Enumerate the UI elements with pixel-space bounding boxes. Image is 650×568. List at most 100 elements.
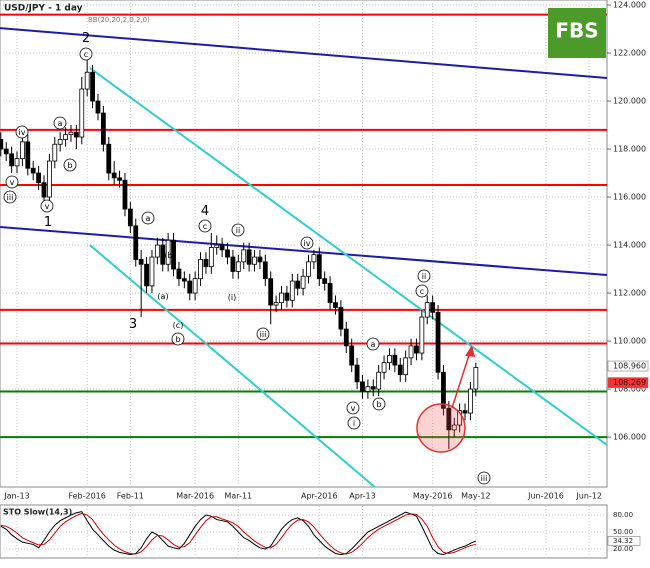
stochastic-line — [0, 512, 476, 555]
x-tick-label: Mar-11 — [224, 492, 252, 501]
wave-label: b — [67, 161, 72, 170]
wave-label: v — [10, 178, 15, 187]
candle-body — [397, 364, 403, 376]
wave-label: c — [420, 287, 424, 296]
candle-body — [295, 280, 301, 289]
sto-tag-label: 34.32 — [613, 537, 633, 545]
candle-body — [79, 88, 85, 138]
candle-body — [95, 100, 101, 114]
y-tick-label: 114.000 — [613, 241, 646, 250]
wave-circle — [477, 471, 491, 485]
x-tick-label: Feb-2016 — [68, 492, 105, 501]
candle-body — [133, 225, 139, 260]
candle-body — [262, 261, 268, 280]
candle-body — [284, 292, 290, 301]
candle-body — [144, 263, 149, 287]
wave-circle — [415, 284, 429, 298]
wave-circle — [15, 125, 29, 139]
candle-body — [441, 371, 446, 409]
candle-body — [257, 256, 263, 263]
price-tag — [607, 360, 649, 372]
candle-body — [111, 172, 117, 179]
stochastic-title: STO Slow(14,3) — [3, 508, 72, 517]
wave-label: 3 — [129, 317, 137, 332]
candle-body — [338, 307, 344, 330]
wave-label: ii — [422, 272, 426, 281]
wave-label: a — [58, 119, 63, 128]
candle-body — [117, 177, 122, 181]
candle-body — [36, 172, 41, 184]
wave-circle — [63, 158, 77, 172]
y-tick-label: 108.000 — [613, 385, 646, 394]
candle-body — [322, 278, 328, 284]
wave-circle — [79, 47, 93, 61]
x-tick-label: May-12 — [461, 492, 490, 501]
candle-body — [192, 278, 198, 294]
candle-body — [414, 345, 419, 354]
candle-body — [176, 268, 182, 280]
wave-label: iv — [304, 239, 311, 248]
logo: FBS — [555, 19, 598, 43]
candle-body — [354, 364, 360, 383]
candle-body — [462, 410, 468, 414]
y-tick-label: 118.000 — [613, 145, 646, 154]
candle-body — [181, 278, 187, 282]
wave-circle — [40, 199, 54, 213]
candle-body — [230, 256, 236, 272]
candle-body — [381, 362, 387, 373]
candle-body — [100, 112, 106, 145]
candle-body — [365, 386, 371, 392]
candle-body — [424, 302, 430, 318]
wave-label: 2 — [82, 31, 90, 46]
x-tick-label: Jan-13 — [3, 492, 29, 501]
y-tick-label: 116.000 — [613, 193, 646, 202]
trend-line — [89, 67, 607, 446]
candle-body — [451, 424, 457, 431]
candle-body — [473, 367, 479, 390]
price-tag — [607, 377, 649, 388]
wave-label: b — [175, 335, 180, 344]
candle-body — [25, 141, 31, 169]
sto-tag — [607, 536, 641, 546]
candle-body — [165, 239, 171, 265]
x-tick-label: Apr-13 — [349, 492, 375, 501]
main-plot — [0, 0, 607, 487]
candle-body — [203, 259, 209, 268]
wave-label: iv — [19, 128, 26, 137]
wave-label: iii — [260, 330, 267, 339]
candle-body — [20, 141, 25, 160]
wave-label: 4 — [201, 204, 209, 219]
candle-body — [68, 131, 74, 136]
wave-circle — [5, 175, 19, 189]
wave-label: c — [203, 222, 207, 231]
y-tick-label: 122.000 — [613, 49, 646, 58]
wave-label: ii — [236, 226, 240, 235]
arrow-shaft — [451, 351, 471, 409]
arrow-head — [465, 345, 475, 357]
chart-title: USD/JPY - 1 day — [4, 4, 83, 14]
sto-tick-label: 20.00 — [613, 545, 633, 553]
wave-circle — [417, 269, 431, 283]
axes: 106.000 108.000 110.000 112.000 114.000 116.0… — [3, 1, 649, 553]
candle-body — [246, 249, 252, 265]
highlight-circle — [416, 403, 466, 453]
x-tick-label: Mar-2016 — [176, 492, 214, 501]
candle-body — [0, 139, 4, 150]
candle-body — [90, 71, 95, 102]
wave-circle — [300, 236, 314, 250]
wave-label: a — [146, 214, 151, 223]
x-tick-label: Jun-12 — [575, 492, 602, 501]
candle-body — [52, 143, 58, 162]
candle-body — [468, 388, 473, 414]
wave-circle — [256, 327, 270, 341]
candle-body — [327, 283, 333, 304]
wave-label: a — [371, 340, 376, 349]
candle-body — [214, 244, 220, 248]
wave-label: i — [353, 419, 355, 428]
wave-circle — [372, 397, 386, 411]
candle-body — [160, 244, 166, 265]
candle-body — [30, 167, 36, 174]
wave-label: 1 — [44, 215, 52, 230]
